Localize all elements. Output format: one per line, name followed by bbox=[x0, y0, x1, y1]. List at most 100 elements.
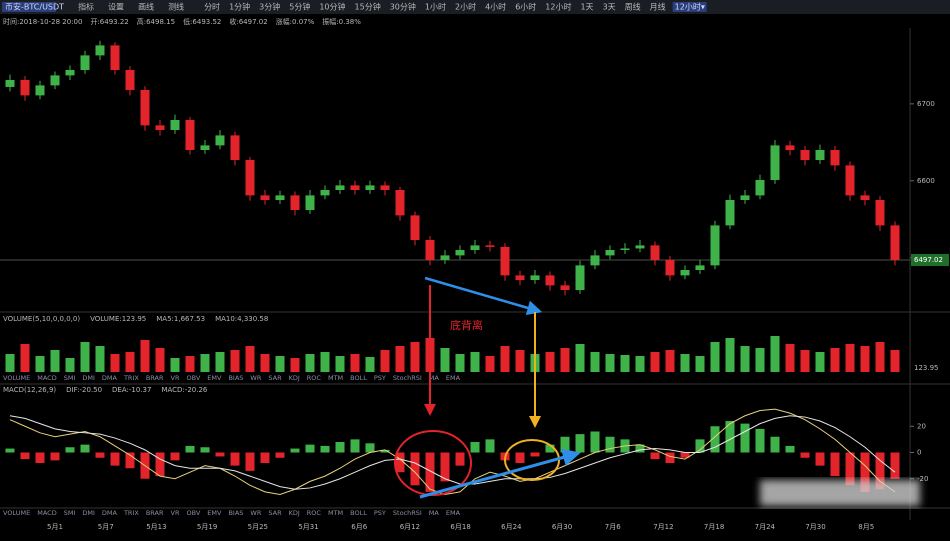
indicator-tab[interactable]: EMV bbox=[207, 374, 222, 382]
volume-bar bbox=[620, 355, 630, 372]
candle-body bbox=[770, 145, 780, 180]
indicator-tab[interactable]: SMI bbox=[64, 374, 76, 382]
volume-bar bbox=[890, 350, 900, 372]
indicator-tab[interactable]: ROC bbox=[307, 374, 322, 382]
indicator-tab[interactable]: BOLL bbox=[350, 374, 367, 382]
interval-button[interactable]: 10分钟 bbox=[319, 2, 345, 12]
indicator-tab[interactable]: DMI bbox=[82, 509, 95, 517]
indicator-tab[interactable]: BOLL bbox=[350, 509, 367, 517]
candle-body bbox=[635, 245, 645, 249]
x-tick-label: 7月12 bbox=[653, 523, 673, 531]
indicator-tab[interactable]: VOLUME bbox=[3, 509, 30, 517]
macd-bar bbox=[425, 452, 435, 492]
volume-bar bbox=[215, 352, 225, 372]
candle-body bbox=[485, 245, 495, 247]
indicator-tab[interactable]: WR bbox=[250, 374, 261, 382]
indicator-tab[interactable]: MA bbox=[429, 374, 440, 382]
volume-info: VOLUME:123.95 bbox=[90, 315, 146, 323]
candle-body bbox=[515, 275, 525, 280]
interval-button[interactable]: 月线 bbox=[650, 2, 666, 12]
indicator-tab[interactable]: StochRSI bbox=[393, 374, 422, 382]
candle-body bbox=[35, 85, 45, 96]
volume-bar bbox=[65, 358, 75, 372]
indicator-tab[interactable]: MACD bbox=[37, 509, 56, 517]
interval-button[interactable]: 1分钟 bbox=[229, 2, 250, 12]
macd-bar bbox=[665, 452, 675, 463]
toolbar-button[interactable]: 指标 bbox=[78, 2, 94, 12]
volume-bar bbox=[230, 350, 240, 372]
volume-bar bbox=[320, 352, 330, 372]
indicator-tab[interactable]: MACD bbox=[37, 374, 56, 382]
indicator-tab[interactable]: MTM bbox=[328, 509, 343, 517]
interval-button[interactable]: 1天 bbox=[580, 3, 593, 12]
toolbar bbox=[0, 0, 950, 14]
indicator-tab[interactable]: SMI bbox=[64, 509, 76, 517]
indicator-tab[interactable]: DMA bbox=[102, 374, 118, 382]
macd-bar bbox=[170, 452, 180, 461]
indicator-tab[interactable]: EMA bbox=[446, 374, 461, 382]
volume-bar bbox=[680, 354, 690, 372]
indicator-tab[interactable]: SAR bbox=[268, 509, 282, 517]
candle-body bbox=[290, 195, 300, 210]
volume-bar bbox=[35, 356, 45, 372]
candle-body bbox=[65, 70, 75, 76]
indicator-tab[interactable]: DMI bbox=[82, 374, 95, 382]
indicator-tab[interactable]: MTM bbox=[328, 374, 343, 382]
candle-body bbox=[590, 255, 600, 266]
indicator-tab[interactable]: WR bbox=[250, 509, 261, 517]
volume-bar bbox=[725, 338, 735, 372]
volume-bar bbox=[50, 350, 60, 372]
macd-bar bbox=[680, 452, 690, 458]
interval-button[interactable]: 4小时 bbox=[485, 2, 506, 12]
interval-button[interactable]: 30分钟 bbox=[390, 2, 416, 12]
candle-body bbox=[545, 275, 555, 286]
indicator-tab[interactable]: EMV bbox=[207, 509, 222, 517]
candle-body bbox=[155, 125, 165, 130]
indicator-tab[interactable]: VR bbox=[171, 374, 180, 382]
indicator-tab[interactable]: VR bbox=[171, 509, 180, 517]
indicator-tab[interactable]: OBV bbox=[186, 374, 200, 382]
indicator-tab[interactable]: StochRSI bbox=[393, 509, 422, 517]
macd-bar bbox=[785, 445, 795, 453]
indicator-tab[interactable]: ROC bbox=[307, 509, 322, 517]
symbol-box[interactable] bbox=[2, 2, 56, 12]
interval-button[interactable]: 3天 bbox=[603, 3, 616, 12]
indicator-tab[interactable]: BRAR bbox=[146, 374, 164, 382]
candle-body bbox=[785, 145, 795, 150]
macd-info: DIF:-20.50 bbox=[66, 386, 102, 394]
candle-body bbox=[575, 265, 585, 290]
toolbar-button[interactable]: 画线 bbox=[138, 2, 154, 12]
indicator-tab[interactable]: MA bbox=[429, 509, 440, 517]
indicator-tab[interactable]: BIAS bbox=[228, 374, 243, 382]
toolbar-button[interactable]: 测线 bbox=[168, 2, 184, 12]
indicator-tab[interactable]: TRIX bbox=[123, 509, 139, 517]
indicator-tab[interactable]: TRIX bbox=[123, 374, 139, 382]
indicator-tab[interactable]: SAR bbox=[268, 374, 282, 382]
candle-body bbox=[5, 80, 15, 87]
indicator-tab[interactable]: PSY bbox=[374, 509, 386, 517]
interval-button[interactable]: 5分钟 bbox=[289, 2, 310, 12]
volume-bar bbox=[830, 348, 840, 372]
active-interval[interactable]: 12小时▾ bbox=[675, 2, 705, 12]
indicator-tab[interactable]: OBV bbox=[186, 509, 200, 517]
interval-button[interactable]: 1小时 bbox=[425, 2, 446, 12]
indicator-tab[interactable]: KDJ bbox=[289, 509, 300, 517]
interval-button[interactable]: 分时 bbox=[204, 2, 220, 12]
indicator-tab[interactable]: BRAR bbox=[146, 509, 164, 517]
indicator-tab[interactable]: DMA bbox=[102, 509, 118, 517]
indicator-tab[interactable]: PSY bbox=[374, 374, 386, 382]
interval-button[interactable]: 2小时 bbox=[455, 2, 476, 12]
interval-button[interactable]: 6小时 bbox=[515, 2, 536, 12]
indicator-tab[interactable]: EMA bbox=[446, 509, 461, 517]
toolbar-button[interactable]: 设置 bbox=[108, 2, 124, 12]
candle-body bbox=[695, 265, 705, 270]
indicator-tab[interactable]: KDJ bbox=[289, 374, 300, 382]
indicator-tab[interactable]: VOLUME bbox=[3, 374, 30, 382]
interval-button[interactable]: 3分钟 bbox=[259, 2, 280, 12]
interval-button[interactable]: 周线 bbox=[625, 2, 641, 12]
interval-button[interactable]: 12小时 bbox=[545, 2, 571, 12]
x-tick-label: 6月30 bbox=[552, 523, 572, 531]
interval-button[interactable]: 15分钟 bbox=[355, 2, 381, 12]
symbol-selector[interactable]: 币安-BTC/USDT bbox=[5, 2, 64, 12]
indicator-tab[interactable]: BIAS bbox=[228, 509, 243, 517]
